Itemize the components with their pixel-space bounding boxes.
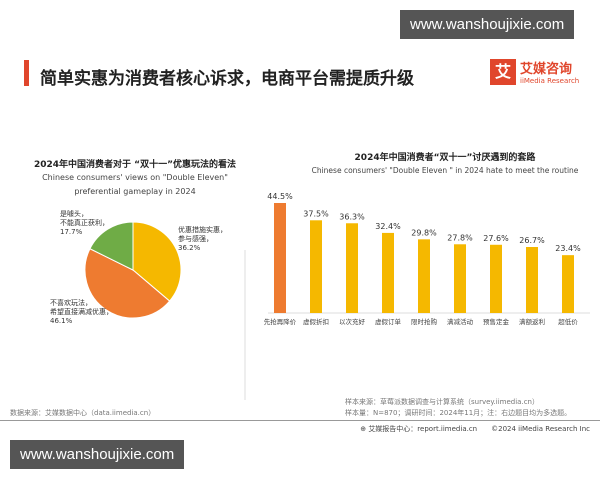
bar-category-label: 虚假订单 xyxy=(375,317,402,326)
bar-value-label: 36.3% xyxy=(339,212,365,221)
watermark-bottom: www.wanshoujixie.com xyxy=(10,440,185,469)
bar xyxy=(418,239,430,313)
bar-value-label: 37.5% xyxy=(303,209,329,218)
bar xyxy=(454,244,466,313)
bar xyxy=(382,232,394,313)
bar-category-label: 虚假折扣 xyxy=(303,317,329,326)
footer-divider xyxy=(0,420,600,421)
bar xyxy=(526,247,538,313)
pie-slice xyxy=(84,248,171,319)
bar-value-label: 27.8% xyxy=(447,233,473,242)
bar-category-label: 限时抢购 xyxy=(411,317,438,326)
pie-label: 优惠措施实惠，参与感强， 36.2% xyxy=(178,225,227,252)
bar-category-label: 先抢再降价 xyxy=(264,317,297,326)
pie-subtitle: Chinese consumers' views on "Double Elev… xyxy=(42,173,228,196)
logo: 艾 艾媒咨询 iiMedia Research xyxy=(490,58,579,85)
bar xyxy=(490,244,502,313)
bar-value-label: 26.7% xyxy=(519,236,545,245)
bar-value-label: 23.4% xyxy=(555,244,581,253)
bar-value-label: 27.6% xyxy=(483,234,509,243)
bar xyxy=(310,220,322,313)
pie-label: 是噱头，不能真正获利， 17.7% xyxy=(60,209,109,236)
report-text: 艾媒报告中心：report.iimedia.cn xyxy=(368,425,478,433)
bar xyxy=(346,223,358,313)
footer-bottom-row: ⊕ 艾媒报告中心：report.iimedia.cn ©2024 iiMedia… xyxy=(360,424,590,434)
logo-mark: 艾 xyxy=(490,58,516,85)
watermark-top: www.wanshoujixie.com xyxy=(400,10,575,39)
report-link[interactable]: ⊕ 艾媒报告中心：report.iimedia.cn xyxy=(360,425,478,433)
bar-category-label: 预售定金 xyxy=(483,317,510,326)
bar-value-label: 29.8% xyxy=(411,228,437,237)
bar-category-label: 以次充好 xyxy=(339,317,366,326)
bar-category-label: 满减活动 xyxy=(447,317,474,326)
sample-info: 样本量：N=870；调研时间：2024年11月；注：右边题目均为多选题。 xyxy=(345,409,572,417)
bar xyxy=(274,203,286,313)
data-source: 数据来源：艾媒数据中心（data.iimedia.cn） xyxy=(10,409,156,417)
bar-value-label: 44.5% xyxy=(267,192,293,201)
page-title: 简单实惠为消费者核心诉求，电商平台需提质升级 xyxy=(40,69,414,89)
bar-value-label: 32.4% xyxy=(375,222,401,231)
pie-label: 不喜欢玩法，希望直接满减优惠， 46.1% xyxy=(50,298,113,325)
pie-slice xyxy=(89,221,134,271)
sample-source: 样本来源：草莓派数据调查与计算系统（survey.iimedia.cn） xyxy=(345,398,539,406)
pie-slice xyxy=(132,221,182,302)
bar xyxy=(562,255,574,313)
copyright: ©2024 iiMedia Research Inc xyxy=(491,425,590,433)
bar-subtitle: Chinese consumers' "Double Eleven " in 2… xyxy=(311,166,579,175)
bar-category-label: 满额返利 xyxy=(519,317,545,326)
pie-title: 2024年中国消费者对于 “双十一”优惠玩法的看法 xyxy=(33,160,236,170)
title-accent-bar xyxy=(24,60,29,86)
bar-title: 2024年中国消费者“双十一”讨厌遇到的套路 xyxy=(354,153,536,163)
bar-category-label: 超低价 xyxy=(558,317,578,326)
logo-cn: 艾媒咨询 xyxy=(520,62,573,77)
logo-en: iiMedia Research xyxy=(520,77,580,85)
